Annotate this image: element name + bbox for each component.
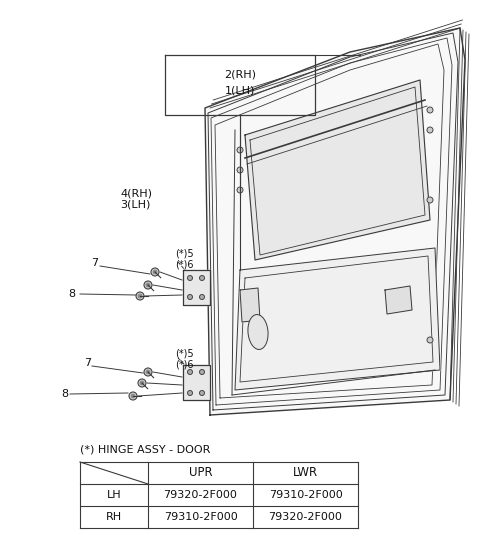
Circle shape — [188, 390, 192, 395]
Text: (*)6: (*)6 — [175, 259, 193, 269]
Text: 2(RH): 2(RH) — [224, 69, 256, 79]
Text: 4(RH): 4(RH) — [120, 188, 152, 198]
Circle shape — [200, 390, 204, 395]
Circle shape — [144, 281, 152, 289]
Circle shape — [138, 294, 142, 298]
Circle shape — [188, 276, 192, 281]
Circle shape — [237, 147, 243, 153]
Circle shape — [146, 283, 150, 287]
Circle shape — [136, 292, 144, 300]
Text: UPR: UPR — [189, 467, 212, 480]
Text: 79320-2F000: 79320-2F000 — [269, 512, 342, 522]
Polygon shape — [245, 80, 430, 260]
Circle shape — [427, 337, 433, 343]
Circle shape — [131, 394, 135, 398]
Text: 8: 8 — [61, 389, 69, 399]
Circle shape — [151, 268, 159, 276]
Circle shape — [188, 295, 192, 300]
Polygon shape — [205, 28, 465, 415]
Circle shape — [427, 127, 433, 133]
Polygon shape — [183, 270, 210, 305]
Circle shape — [237, 187, 243, 193]
Polygon shape — [183, 365, 210, 400]
Text: 7: 7 — [91, 258, 98, 268]
Circle shape — [153, 270, 157, 274]
Circle shape — [200, 369, 204, 374]
Text: 3(LH): 3(LH) — [120, 199, 150, 209]
Circle shape — [138, 379, 146, 387]
Text: (*) HINGE ASSY - DOOR: (*) HINGE ASSY - DOOR — [80, 445, 210, 455]
Text: RH: RH — [106, 512, 122, 522]
Polygon shape — [240, 288, 260, 322]
Text: 1(LH): 1(LH) — [225, 85, 255, 95]
Text: LH: LH — [107, 490, 121, 500]
Circle shape — [188, 369, 192, 374]
Circle shape — [200, 276, 204, 281]
Polygon shape — [385, 286, 412, 314]
Text: (*)5: (*)5 — [175, 348, 193, 358]
Text: 8: 8 — [69, 289, 75, 299]
Text: 7: 7 — [84, 358, 92, 368]
Circle shape — [427, 197, 433, 203]
Ellipse shape — [248, 315, 268, 349]
Polygon shape — [235, 248, 440, 390]
Circle shape — [237, 167, 243, 173]
Circle shape — [144, 368, 152, 376]
Text: (*)6: (*)6 — [175, 359, 193, 369]
Circle shape — [427, 107, 433, 113]
Circle shape — [146, 370, 150, 374]
Circle shape — [140, 381, 144, 385]
Circle shape — [200, 295, 204, 300]
Text: 79310-2F000: 79310-2F000 — [164, 512, 238, 522]
Text: (*)5: (*)5 — [175, 248, 193, 258]
Text: 79310-2F000: 79310-2F000 — [269, 490, 342, 500]
Circle shape — [129, 392, 137, 400]
Text: LWR: LWR — [293, 467, 318, 480]
Text: 79320-2F000: 79320-2F000 — [164, 490, 238, 500]
